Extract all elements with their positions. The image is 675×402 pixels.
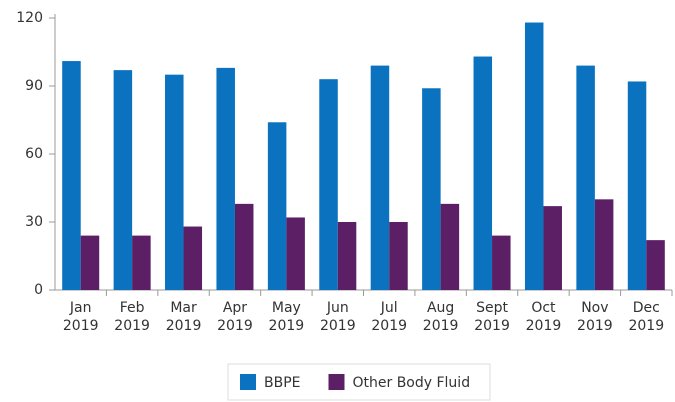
x-tick-label: Sept 2019 <box>474 300 510 334</box>
x-tick-label-line: 2019 <box>166 318 202 334</box>
bar <box>62 61 81 290</box>
x-tick-label-line: 2019 <box>577 318 613 334</box>
legend-swatch <box>328 374 345 390</box>
bar <box>576 65 595 290</box>
x-tick-label-line: Jan <box>69 300 92 316</box>
x-tick-label-line: Jul <box>380 300 398 316</box>
bar <box>646 240 665 290</box>
x-tick-label: Jan 2019 <box>63 300 99 334</box>
bar <box>113 70 133 290</box>
x-tick-label: Apr 2019 <box>217 300 253 334</box>
bar <box>543 206 562 290</box>
bar <box>132 235 151 290</box>
legend-label: Other Body Fluid <box>353 375 471 391</box>
x-tick-label: Mar 2019 <box>166 300 202 334</box>
y-tick-label: 60 <box>25 146 43 162</box>
bar <box>473 56 493 291</box>
x-tick-label: Jun 2019 <box>320 300 356 334</box>
x-tick-label-line: Jun <box>326 300 349 316</box>
bar <box>165 74 184 291</box>
bar <box>422 88 441 291</box>
legend-box <box>227 363 491 401</box>
bar <box>492 235 511 290</box>
y-tick-label: 0 <box>34 282 43 298</box>
x-tick-label-line: 2019 <box>269 318 305 334</box>
legend-swatch <box>240 374 256 390</box>
legend-label: BBPE <box>264 375 301 391</box>
bar <box>216 67 235 290</box>
y-tick-label: 90 <box>25 78 43 94</box>
bar <box>80 235 100 290</box>
x-tick-label: May 2019 <box>269 300 305 334</box>
bar <box>267 122 287 291</box>
x-tick-label: Feb 2019 <box>114 300 150 334</box>
x-tick-label: Nov 2019 <box>577 300 613 334</box>
bar <box>627 81 647 290</box>
x-tick-label-line: 2019 <box>114 318 150 334</box>
bar <box>286 217 305 290</box>
x-tick-label: Jul 2019 <box>371 300 407 334</box>
x-tick-label: Oct 2019 <box>526 300 562 334</box>
x-tick-label-line: Aug <box>427 300 454 316</box>
bar <box>337 222 357 290</box>
x-tick-label-line: 2019 <box>217 318 253 334</box>
bar <box>594 199 614 290</box>
x-tick-label-line: Nov <box>581 300 608 316</box>
x-tick-label-line: 2019 <box>423 318 459 334</box>
x-tick-label-line: 2019 <box>628 318 664 334</box>
bar <box>370 65 390 290</box>
x-tick-label-line: 2019 <box>526 318 562 334</box>
x-tick-label-line: Mar <box>170 300 197 316</box>
x-tick-label-line: Oct <box>531 300 556 316</box>
x-tick-label-line: 2019 <box>63 318 99 334</box>
bar <box>440 203 460 290</box>
x-tick-label-line: Apr <box>223 300 247 316</box>
y-tick-label: 120 <box>16 10 43 26</box>
y-tick-label: 30 <box>25 214 43 230</box>
x-tick-label-line: 2019 <box>371 318 407 334</box>
x-tick-label-line: 2019 <box>474 318 510 334</box>
bar <box>389 222 408 290</box>
bar <box>524 22 544 291</box>
x-tick-label-line: 2019 <box>320 318 356 334</box>
x-tick-label: Dec 2019 <box>628 300 664 334</box>
x-tick-label-line: Dec <box>633 300 660 316</box>
bar <box>183 226 203 290</box>
x-tick-label-line: Sept <box>476 300 508 316</box>
x-tick-label: Aug 2019 <box>423 300 459 334</box>
x-tick-label-line: Feb <box>120 300 145 316</box>
bar <box>234 203 254 290</box>
bar <box>319 79 338 290</box>
x-tick-label-line: May <box>272 300 301 316</box>
